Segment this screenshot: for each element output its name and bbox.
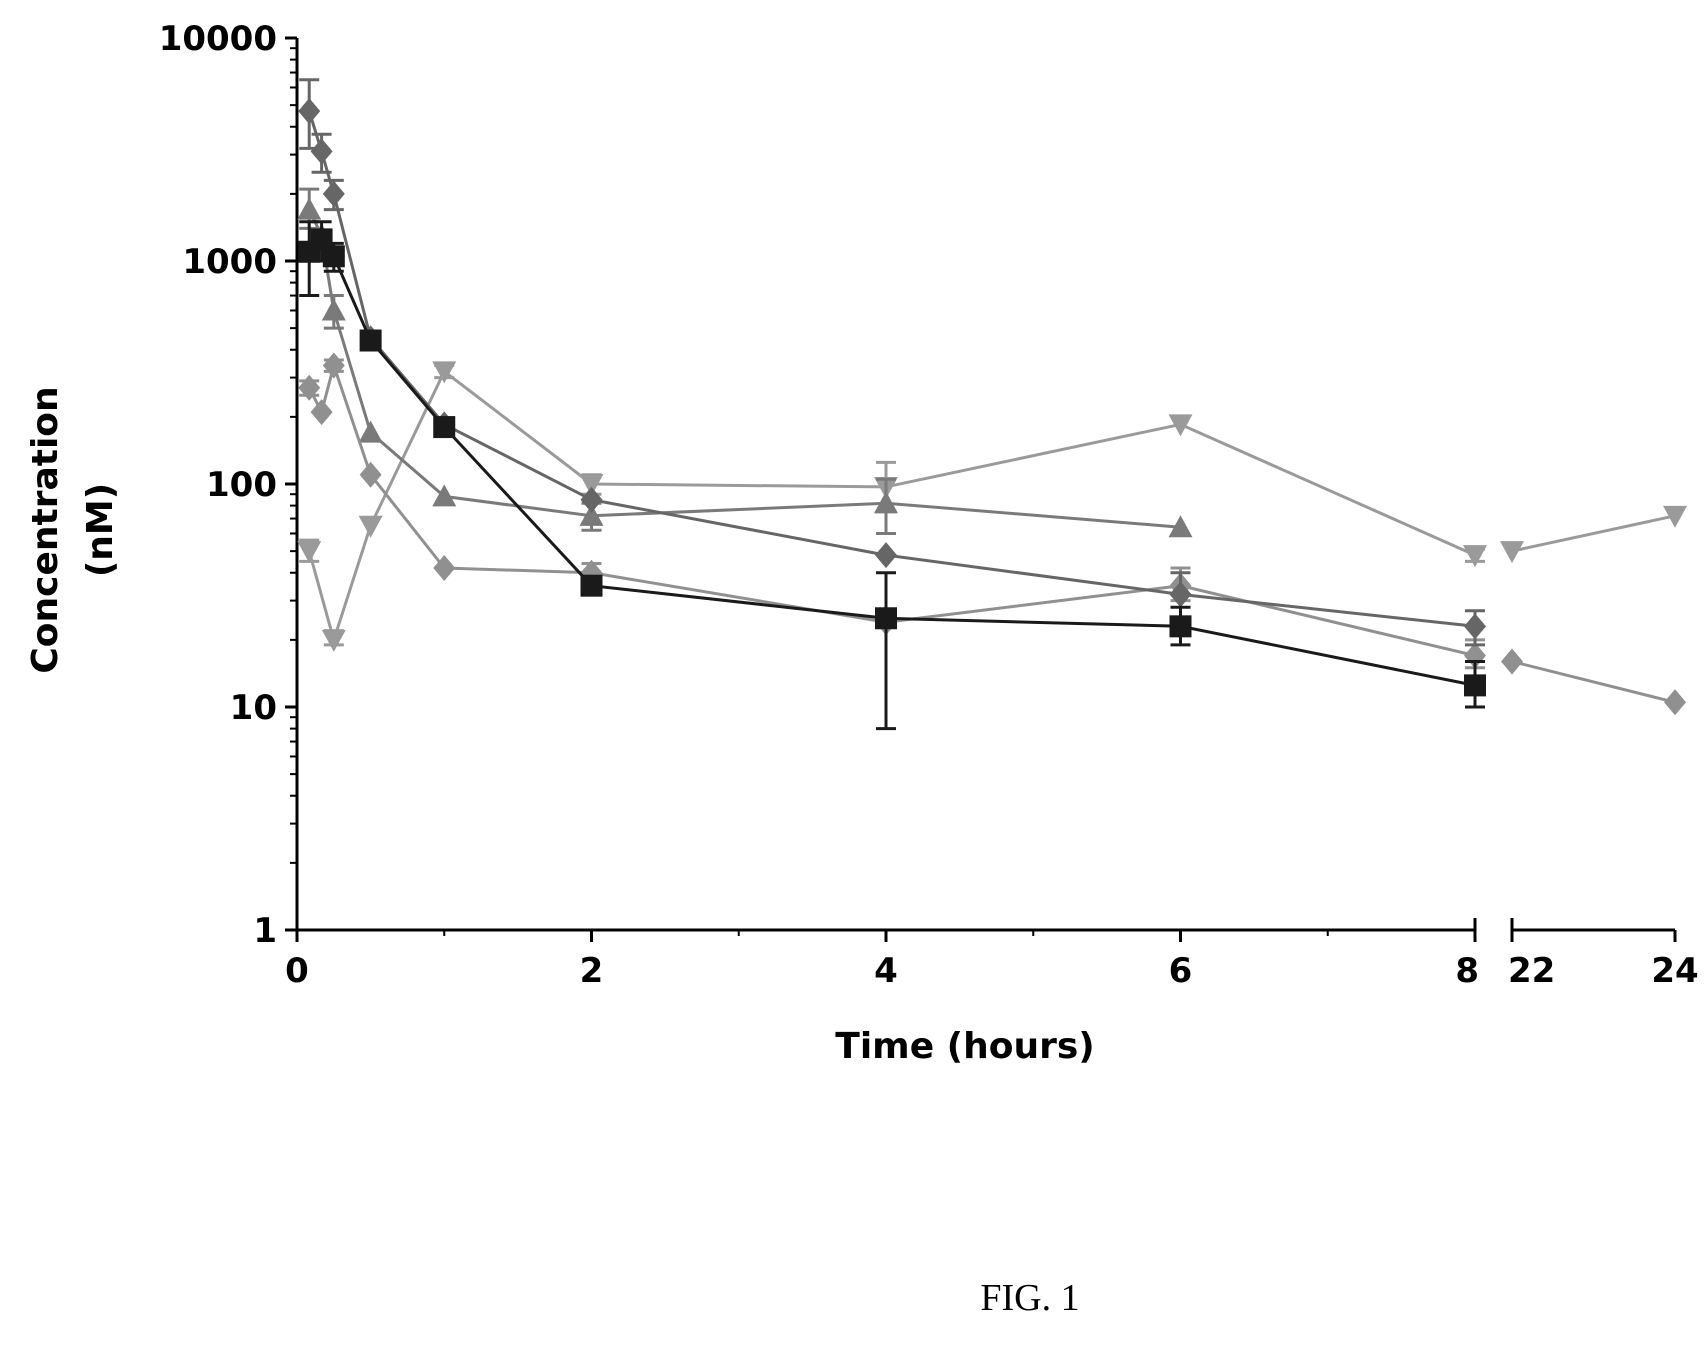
data-point-square [359,329,382,352]
y-tick-label: 10000 [159,19,277,59]
data-point-triangle-up [1168,515,1193,538]
data-point-triangle-down [579,474,604,496]
series-5 [298,220,1486,731]
data-point-triangle-up [321,298,346,321]
x-tick-label: 4 [874,951,898,991]
x-tick-label: 8 [1455,951,1479,991]
data-point-diamond [322,180,345,207]
data-point-square [433,416,456,439]
data-point-diamond [1464,613,1486,640]
y-tick-label: 1000 [182,242,277,282]
data-point-diamond [322,352,345,379]
data-point-diamond [1169,581,1192,608]
x-tick-label: 22 [1508,951,1555,991]
series-line-segment-1 [307,110,1476,628]
y-tick-label: 1 [253,911,277,951]
data-point-diamond [1664,689,1686,716]
data-point-triangle-down [432,361,457,384]
data-point-diamond [298,374,321,401]
data-point-diamond [580,486,603,513]
data-point-triangle-up [579,503,604,526]
data-point-square [1169,615,1192,638]
data-point-square [310,228,333,251]
y-axis-title-line-1: Concentration [25,386,66,673]
data-point-square [875,607,897,630]
data-point-triangle-down [1463,545,1487,568]
data-point-triangle-up [297,197,322,220]
x-tick-label: 6 [1169,951,1193,991]
data-point-triangle-down [1500,541,1524,564]
x-tick-label: 0 [285,951,309,991]
data-point-triangle-down [1168,414,1193,437]
series-4 [298,78,1486,647]
y-tick-label: 10 [230,688,277,728]
data-point-square [580,574,603,597]
data-point-square [1464,674,1486,697]
series-line-segment-1 [307,369,1476,646]
data-point-diamond [433,555,456,582]
data-point-triangle-down [358,515,383,538]
data-point-triangle-down [321,629,346,652]
series-1 [297,361,1687,652]
series-line-segment-2 [1511,514,1676,553]
y-axis-title-line-2: (nM) [80,483,121,577]
data-point-triangle-up [874,491,898,514]
data-point-diamond [310,399,333,426]
axes [285,36,1677,942]
x-tick-label: 24 [1651,951,1698,991]
data-point-triangle-down [297,541,322,564]
data-point-diamond [875,542,897,569]
figure-caption: FIG. 1 [980,1277,1079,1319]
data-point-diamond [359,461,382,488]
data-point-diamond [1501,648,1523,675]
series-group [297,78,1687,731]
y-tick-label: 100 [206,465,277,505]
x-axis-title: Time (hours) [835,1026,1094,1067]
data-point-triangle-up [358,420,383,443]
data-point-square [322,245,345,268]
series-line-segment-2 [1511,660,1676,704]
data-point-triangle-up [432,484,457,507]
data-point-diamond [298,98,321,125]
data-point-triangle-down [1663,505,1687,528]
data-point-diamond [310,138,333,165]
x-tick-label: 2 [580,951,604,991]
